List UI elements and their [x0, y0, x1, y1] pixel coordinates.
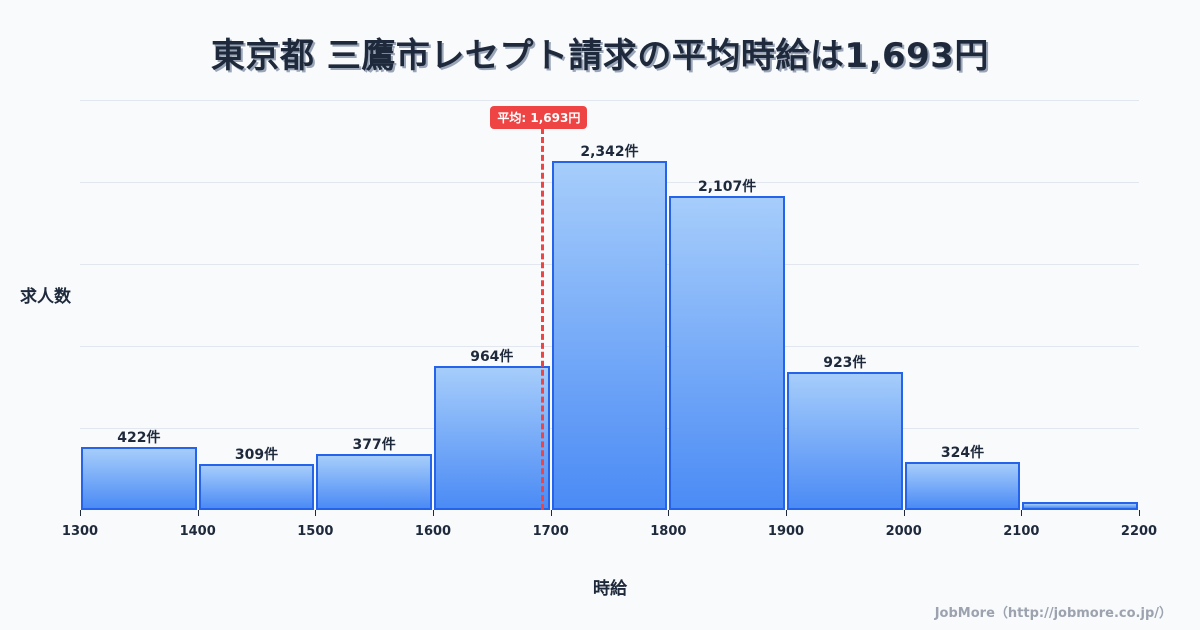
x-tick	[550, 510, 552, 516]
x-tick	[1021, 510, 1023, 516]
x-tick	[668, 510, 670, 516]
x-tick	[80, 510, 81, 516]
mean-line	[540, 128, 544, 510]
x-axis-label: 時給	[593, 579, 627, 599]
bar-value-label: 2,107件	[698, 178, 757, 195]
x-tick	[315, 510, 317, 516]
bar-value-label: 964件	[470, 349, 514, 366]
x-tick-label: 2100	[1003, 524, 1040, 539]
mean-badge: 平均: 1,693円	[490, 106, 588, 129]
x-tick	[786, 510, 787, 516]
chart-title: 東京都 三鷹市レセプト請求の平均時給は1,693円	[211, 36, 989, 76]
footer-credit: JobMore（http://jobmore.co.jp/）	[934, 606, 1172, 621]
x-tick-label: 1600	[414, 524, 452, 539]
x-tick-label: 1500	[297, 524, 334, 539]
histogram-bar	[669, 195, 785, 510]
x-tick	[197, 510, 199, 516]
x-tick-label: 2200	[1120, 524, 1158, 539]
x-tick	[903, 510, 905, 516]
histogram-bar	[787, 372, 903, 510]
histogram-bar	[434, 366, 550, 510]
x-tick	[1139, 510, 1140, 516]
x-tick-label: 1400	[179, 524, 216, 539]
x-tick-label: 1700	[532, 524, 569, 539]
histogram-bar	[316, 453, 432, 510]
bar-value-label: 377件	[352, 436, 396, 453]
histogram-bar	[551, 160, 668, 510]
bar-value-label: 324件	[940, 444, 985, 461]
histogram-bar	[198, 463, 315, 510]
y-axis-label: 求人数	[20, 287, 71, 307]
x-tick-label: 1800	[650, 524, 687, 539]
plot-area: 422件 309件 377件 964件 2,342件 2,107件 923件 324件	[80, 100, 1139, 510]
histogram-bar	[904, 461, 1021, 510]
bar-value-label: 422件	[117, 430, 161, 447]
x-tick	[433, 510, 434, 516]
bar-value-label: 309件	[234, 446, 279, 463]
x-tick-label: 2000	[885, 524, 922, 539]
bar-value-label: 923件	[823, 355, 867, 372]
x-tick-label: 1900	[767, 524, 805, 539]
histogram-bar	[81, 447, 197, 510]
bar-value-label: 2,342件	[580, 143, 639, 160]
gridline	[80, 100, 1139, 101]
histogram-bar	[1022, 501, 1138, 510]
x-tick-label: 1300	[61, 524, 99, 539]
